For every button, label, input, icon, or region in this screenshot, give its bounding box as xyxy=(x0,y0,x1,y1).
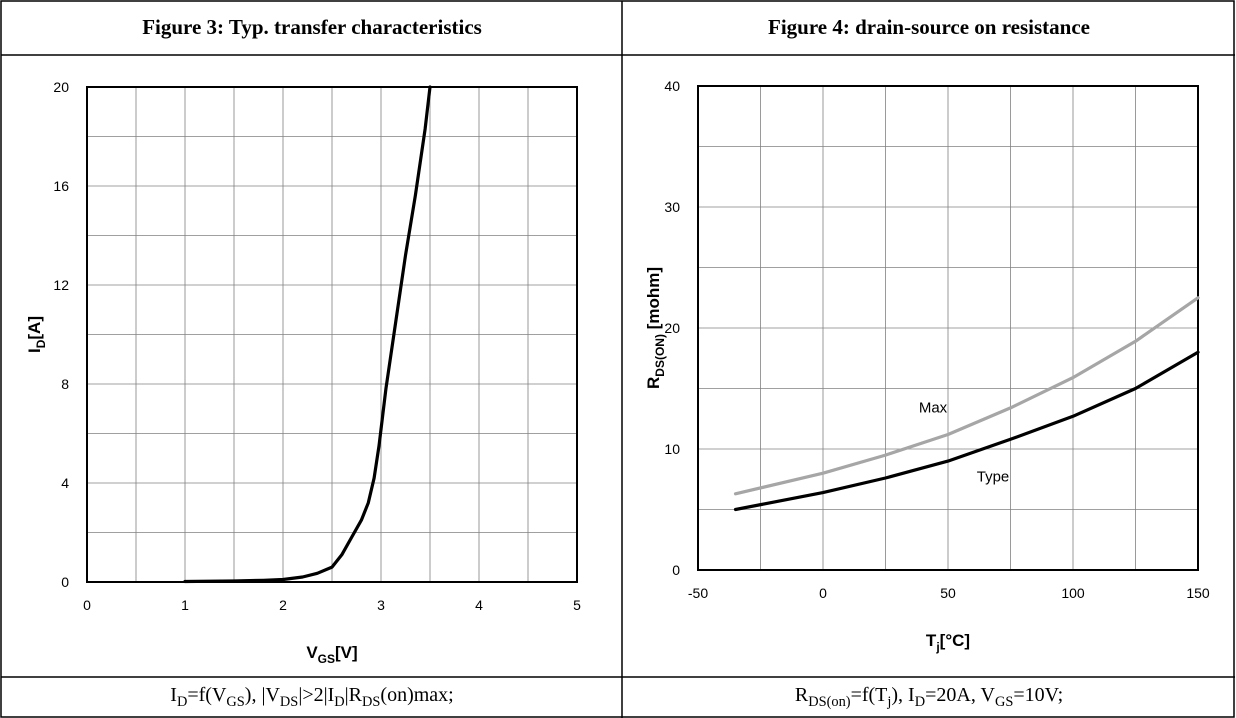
caption3-sub: DS xyxy=(279,694,299,711)
caption3-sub: D xyxy=(334,694,345,711)
caption3-part: I xyxy=(170,684,177,706)
x-tick-label: 3 xyxy=(377,597,385,613)
y-tick-label: 10 xyxy=(664,441,680,457)
figure4-title: Figure 4: drain-source on resistance xyxy=(768,15,1090,39)
y-tick-label: 8 xyxy=(61,376,69,392)
series-line xyxy=(183,85,432,584)
y-tick-label: 0 xyxy=(672,562,680,578)
caption3-part: ), |V xyxy=(244,684,280,706)
x-tick-label: 2 xyxy=(279,597,287,613)
y-tick-label: 40 xyxy=(664,78,680,94)
x-tick-label: 100 xyxy=(1061,585,1085,601)
caption4-part: =20A, V xyxy=(925,684,995,706)
caption3-part: (on)max; xyxy=(380,684,454,706)
y-axis-title: RDS(ON) [mohm] xyxy=(644,267,667,389)
caption4-part: =10V; xyxy=(1013,684,1064,706)
caption3-part: =f(V xyxy=(187,684,227,706)
caption3-sub: DS xyxy=(362,694,381,711)
caption3-sub: GS xyxy=(226,694,245,711)
caption4-sub: DS(on) xyxy=(808,694,851,711)
caption4-part: R xyxy=(794,684,809,706)
y-tick-label: 20 xyxy=(664,320,680,336)
series-label-type: Type xyxy=(977,469,1010,486)
caption3-part: |>2|I xyxy=(298,684,335,706)
series-label-max: Max xyxy=(919,400,948,417)
plot-area-frame xyxy=(697,85,1199,571)
y-tick-label: 16 xyxy=(53,178,69,194)
x-tick-label: 0 xyxy=(819,585,827,601)
x-tick-label: 1 xyxy=(181,597,189,613)
x-tick-label: 4 xyxy=(475,597,483,613)
x-tick-label: 50 xyxy=(940,585,956,601)
figure3-title: Figure 3: Typ. transfer characteristics xyxy=(142,15,482,39)
y-tick-label: 12 xyxy=(53,277,69,293)
series-line xyxy=(733,350,1200,512)
caption4-sub: D xyxy=(914,694,926,711)
caption3-part: |R xyxy=(344,684,363,706)
y-tick-label: 30 xyxy=(664,199,680,215)
on-resistance-chart: -50 0 50 100 150 0 10 20 30 40 Tj[°C] RDS(ON) [mohm… xyxy=(644,78,1210,654)
x-axis-title: VGS[V] xyxy=(306,643,357,666)
x-tick-label: 5 xyxy=(573,597,581,613)
caption4-sub: j xyxy=(887,694,892,711)
y-tick-label: 4 xyxy=(61,475,69,491)
caption4-part: ), I xyxy=(891,684,915,706)
y-tick-label: 0 xyxy=(61,574,69,590)
plot-area-frame xyxy=(86,86,578,583)
y-tick-label: 20 xyxy=(53,79,69,95)
caption4-sub: GS xyxy=(994,694,1014,711)
caption3-sub: D xyxy=(176,694,188,711)
x-tick-label: 0 xyxy=(83,597,91,613)
x-axis-title: Tj[°C] xyxy=(926,631,970,654)
caption4-part: =f(T xyxy=(850,684,888,706)
y-axis-title: ID[A] xyxy=(25,316,48,353)
figure3-caption: ID=f(VGS), |VDS|>2|ID|RDS(on)max; xyxy=(2,684,622,711)
figure4-caption: RDS(on)=f(Tj), ID=20A, VGS=10V; xyxy=(623,684,1235,711)
x-tick-label: 150 xyxy=(1186,585,1210,601)
x-tick-label: -50 xyxy=(688,585,708,601)
series-line xyxy=(733,296,1200,496)
